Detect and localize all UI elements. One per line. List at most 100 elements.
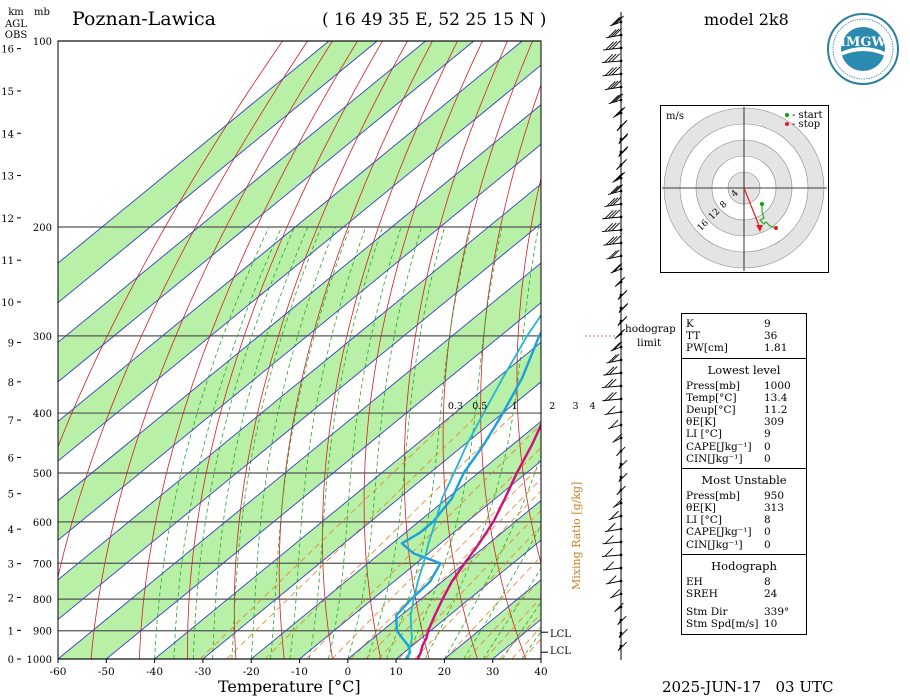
hodograph-table: EH 8 SREH 24	[682, 576, 806, 600]
dry-adiabat	[187, 41, 383, 659]
hodograph-value: 24	[764, 588, 778, 600]
lowest-level-key: LI [°C]	[686, 428, 722, 441]
mixing-ratio-line	[365, 478, 541, 659]
lowest-level-row: CAPE[Jkg⁻¹] 0	[682, 441, 806, 453]
wind-barb-flag	[608, 354, 617, 363]
most-unstable-value: 0	[764, 538, 771, 551]
wind-barb-flag	[614, 172, 624, 182]
moist-adiabat	[212, 226, 309, 659]
hodograph-ring-label: 4	[730, 188, 741, 199]
obs-label: OBS	[5, 30, 28, 41]
wind-barbs-column: hodograph limit	[585, 12, 675, 660]
wind-barb-flag	[619, 133, 629, 142]
mixing-ratio-tick-label: 0.5	[472, 401, 487, 412]
index-key: K	[686, 318, 694, 330]
lowest-level-table: Press[mb] 1000 Temp[°C] 13.4 Deup[°C] 11.2 θE[…	[682, 380, 806, 465]
isotherm-line	[347, 500, 541, 659]
wind-barb-flag	[619, 146, 629, 155]
pressure-tick-label: 900	[33, 627, 52, 638]
wind-barb	[604, 411, 622, 415]
storm-value: 10	[764, 618, 778, 631]
wind-barb-flag	[607, 378, 617, 388]
lowest-level-value: 0	[764, 440, 771, 453]
wind-barb-flag	[605, 236, 615, 246]
pressure-tick-label: 1000	[27, 655, 52, 666]
wind-barb-flag	[604, 67, 614, 76]
agl-label: AGL	[4, 19, 27, 30]
indices-top: K 9 TT 36 PW[cm] 1.81	[682, 314, 806, 355]
km-tick-label: 1	[8, 626, 14, 637]
wind-barb-flag	[612, 185, 621, 194]
wind-barb-flag	[604, 535, 614, 544]
moist-adiabat	[463, 524, 541, 659]
lowest-level-row: θE[K] 309	[682, 416, 806, 428]
wind-barb-flag	[618, 472, 628, 482]
lcl-label-lower: LCL	[550, 646, 571, 657]
x-tick-label: -20	[243, 666, 260, 678]
wind-barb-flag	[609, 80, 619, 90]
km-tick-label: 14	[1, 129, 14, 140]
wind-barb-flag	[612, 196, 622, 206]
wind-barb-flag	[605, 41, 615, 51]
hodograph-title: Hodograph	[711, 558, 777, 573]
wind-barb-flag	[616, 171, 626, 181]
moist-adiabat	[289, 226, 367, 659]
most-unstable-key: CIN[Jkg⁻¹]	[686, 538, 743, 551]
dewpoint-profile	[395, 330, 541, 659]
hodograph-stop-point	[774, 226, 778, 230]
dry-adiabat	[58, 41, 308, 579]
wind-barb-flag	[618, 641, 627, 651]
km-tick-label: 7	[8, 416, 14, 427]
wind-barb-flag	[614, 93, 624, 103]
wind-barb-flag	[608, 66, 617, 76]
index-value: 1.81	[764, 342, 788, 355]
mixing-ratio-line	[444, 555, 541, 659]
x-tick-label: -30	[194, 666, 211, 678]
wind-barb-flag	[618, 315, 628, 325]
wind-barb-flag	[610, 510, 619, 520]
lowest-level-row: CIN[Jkg⁻¹] 0	[682, 453, 806, 465]
wind-barb-flag	[618, 459, 628, 469]
wind-barb-flag	[607, 575, 617, 584]
wind-barb-flag	[613, 28, 622, 37]
x-tick-label: -60	[50, 666, 67, 678]
lowest-level-value: 0	[764, 452, 771, 465]
wind-barb-flag	[619, 628, 628, 638]
isotherm-line	[58, 143, 541, 541]
km-tick-label: 2	[8, 593, 14, 604]
isotherm-line	[202, 381, 541, 659]
wind-barb-flag	[610, 94, 619, 104]
isotherm-line	[395, 539, 541, 659]
most-unstable-row: LI [°C] 8	[682, 514, 806, 526]
mixing-ratio-line	[264, 412, 516, 659]
wind-barb-flag	[607, 29, 617, 38]
wind-barb-flag	[610, 353, 620, 363]
most-unstable-value: 313	[764, 502, 785, 515]
isotherm-line	[250, 420, 541, 659]
isotherm-lines	[58, 41, 541, 659]
storm-key: Stm Dir	[686, 606, 728, 619]
mixing-ratio-line	[398, 509, 541, 659]
km-tick-label: 15	[1, 87, 14, 98]
wind-barb-flag	[607, 222, 617, 232]
imgw-logo: IMGW	[827, 13, 899, 85]
wind-barb-flag	[618, 120, 628, 129]
wind-barb	[606, 359, 622, 364]
isotherm-line	[58, 41, 330, 264]
wind-barb-flag	[616, 446, 626, 456]
hodograph-ring-label: 8	[718, 199, 729, 210]
wind-barb-flag	[611, 17, 620, 26]
storm-motion-arrowhead-icon	[756, 225, 763, 232]
hodograph-key: EH	[686, 575, 703, 588]
x-tick-label: -40	[146, 666, 163, 678]
lowest-level-row: LI [°C] 9	[682, 428, 806, 440]
moist-adiabat	[366, 226, 446, 659]
date-label: 2025-JUN-17 03 UTC	[662, 678, 833, 696]
most-unstable-key: LI [°C]	[686, 514, 722, 527]
mixing-ratio-line	[378, 490, 541, 659]
mixing-ratio-labels: 0.30.5123456810152025303540	[448, 401, 596, 412]
isotherm-line	[58, 41, 523, 423]
sounding-profiles	[395, 313, 541, 659]
